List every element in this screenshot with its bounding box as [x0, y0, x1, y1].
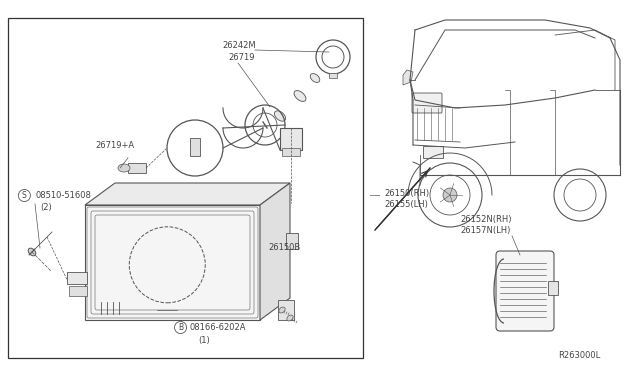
Ellipse shape	[310, 74, 320, 83]
Ellipse shape	[28, 248, 36, 256]
Text: 08510-51608: 08510-51608	[35, 191, 91, 200]
Text: 26242M: 26242M	[222, 41, 255, 50]
Text: B: B	[178, 323, 183, 332]
Bar	[67, 272, 87, 284]
Text: (2): (2)	[40, 203, 52, 212]
Text: S: S	[22, 191, 27, 200]
Bar	[329, 73, 337, 78]
Text: 26152N(RH): 26152N(RH)	[460, 215, 511, 224]
Circle shape	[418, 163, 482, 227]
Bar	[190, 138, 200, 156]
Bar	[128, 163, 146, 173]
Text: 26155(LH): 26155(LH)	[384, 200, 428, 209]
Polygon shape	[260, 183, 290, 320]
Ellipse shape	[279, 307, 285, 313]
Bar	[280, 128, 302, 150]
FancyBboxPatch shape	[412, 93, 442, 113]
Polygon shape	[403, 70, 413, 85]
Polygon shape	[85, 183, 290, 205]
Ellipse shape	[294, 90, 306, 102]
Text: 26150B: 26150B	[268, 243, 300, 252]
Bar	[278, 300, 294, 320]
Bar	[286, 232, 298, 248]
Text: 08166-6202A: 08166-6202A	[190, 323, 246, 332]
Text: R263000L: R263000L	[558, 351, 600, 360]
Text: 26719+A: 26719+A	[95, 141, 134, 150]
FancyBboxPatch shape	[496, 251, 554, 331]
Text: 26157N(LH): 26157N(LH)	[460, 226, 510, 235]
Ellipse shape	[287, 315, 293, 321]
Circle shape	[443, 188, 457, 202]
Text: (1): (1)	[198, 336, 210, 345]
Circle shape	[554, 169, 606, 221]
Bar	[69, 286, 87, 296]
Bar	[423, 146, 443, 158]
Ellipse shape	[275, 111, 285, 121]
Ellipse shape	[118, 164, 130, 172]
Text: 26150(RH): 26150(RH)	[384, 189, 429, 198]
Bar	[548, 280, 558, 295]
Bar	[8, 18, 363, 358]
Text: 26719: 26719	[228, 53, 255, 62]
Polygon shape	[85, 205, 260, 320]
Bar	[282, 148, 300, 156]
